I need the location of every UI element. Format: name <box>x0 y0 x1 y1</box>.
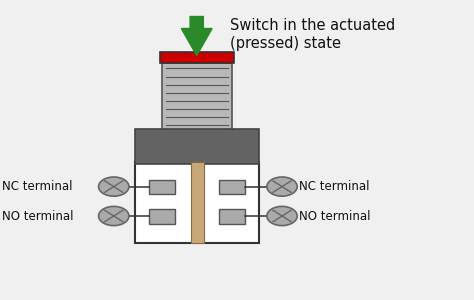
Bar <box>160 52 234 63</box>
Bar <box>219 180 245 194</box>
Circle shape <box>99 206 129 226</box>
Text: NO terminal: NO terminal <box>2 209 74 223</box>
Bar <box>149 180 175 194</box>
FancyArrow shape <box>181 16 212 56</box>
Bar <box>219 208 245 224</box>
Bar <box>135 162 259 243</box>
Bar <box>135 129 259 164</box>
Text: NO terminal: NO terminal <box>299 209 370 223</box>
Bar <box>191 162 204 243</box>
Bar <box>162 63 232 130</box>
Text: Switch in the actuated: Switch in the actuated <box>230 18 395 33</box>
Circle shape <box>267 206 297 226</box>
Circle shape <box>99 177 129 196</box>
Text: NC terminal: NC terminal <box>2 180 73 193</box>
Circle shape <box>267 177 297 196</box>
Bar <box>149 208 175 224</box>
Text: (pressed) state: (pressed) state <box>230 36 341 51</box>
Text: NC terminal: NC terminal <box>299 180 369 193</box>
